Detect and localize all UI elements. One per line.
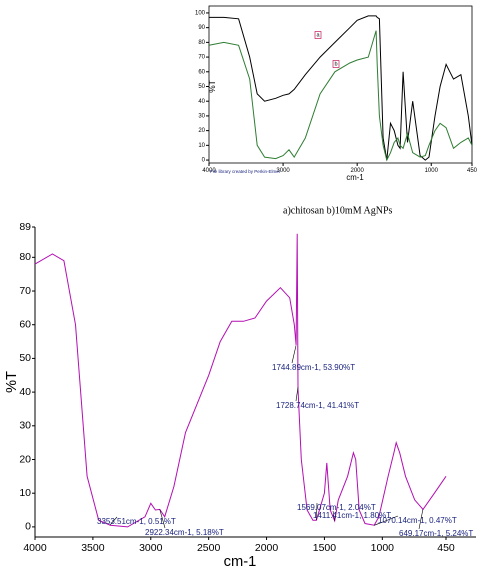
annotation-label: 2922.34cm-1, 5.18%T bbox=[145, 528, 224, 537]
spectrum-line bbox=[208, 30, 473, 162]
x-tick-label: 1000 bbox=[371, 542, 395, 554]
y-tick-label: 60 bbox=[198, 69, 205, 75]
annotation-label: 1070.14cm-1, 0.47%T bbox=[378, 516, 457, 525]
legend-box bbox=[332, 60, 340, 68]
legend-box bbox=[314, 31, 322, 39]
y-tick-label: 50 bbox=[198, 84, 205, 90]
annotation-leader bbox=[109, 516, 118, 526]
y-tick-label: 30 bbox=[198, 114, 205, 120]
y-tick-label: 60 bbox=[19, 318, 31, 330]
x-tick-label: 2500 bbox=[197, 542, 221, 554]
y-tick-label: 0 bbox=[202, 158, 206, 164]
plot-frame bbox=[208, 5, 473, 164]
y-tick-label: 80 bbox=[198, 40, 205, 46]
annotation-label: 649.17cm-1, 5.24%T bbox=[399, 529, 473, 538]
x-tick-label: 4000 bbox=[202, 168, 216, 174]
annotation-leader bbox=[332, 510, 335, 521]
footer: File library created by Perkin-Elmer bbox=[210, 169, 281, 174]
annotation-leader bbox=[159, 509, 166, 529]
legend-label: b bbox=[334, 61, 337, 67]
x-tick-label: 3500 bbox=[81, 542, 105, 554]
annotation-leader bbox=[418, 509, 424, 530]
y-tick-label: 0 bbox=[25, 521, 31, 533]
x-tick-label: 4000 bbox=[23, 542, 47, 554]
annotation-leader bbox=[291, 345, 297, 364]
x-tick-label: 450 bbox=[467, 168, 478, 174]
annotation-label: 1728.74cm-1, 41.41%T bbox=[276, 401, 359, 410]
y-tick-label: 70 bbox=[19, 285, 31, 297]
y-tick-label: 90 bbox=[198, 25, 205, 31]
y-tick-label: 20 bbox=[19, 453, 31, 465]
x-axis-label: cm-1 bbox=[224, 554, 257, 570]
caption: a)chitosan b)10mM AgNPs bbox=[283, 205, 393, 216]
y-tick-label: 10 bbox=[19, 487, 31, 499]
annotation-label: 1744.89cm-1, 53.90%T bbox=[272, 363, 355, 372]
x-tick-label: 2000 bbox=[350, 168, 364, 174]
y-tick-label: 70 bbox=[198, 55, 205, 61]
y-tick-label: 40 bbox=[198, 99, 205, 105]
y-axis-label: %T bbox=[4, 371, 20, 393]
x-axis-label: cm-1 bbox=[346, 173, 363, 182]
x-tick-label: 450 bbox=[437, 542, 455, 554]
y-tick-label: 20 bbox=[198, 128, 205, 134]
legend-label: a bbox=[316, 32, 320, 38]
y-tick-label: 89 bbox=[19, 221, 31, 233]
annotation-leader bbox=[374, 515, 399, 526]
x-tick-label: 2000 bbox=[255, 542, 279, 554]
y-tick-label: 30 bbox=[19, 420, 31, 432]
spectrum-line bbox=[34, 233, 447, 528]
annotation-leader bbox=[316, 502, 318, 521]
x-tick-label: 3000 bbox=[139, 542, 163, 554]
annotation-label: 3353.51cm-1, 0.51%T bbox=[97, 517, 176, 526]
annotation-label: 1411.41cm-1, 1.80%T bbox=[313, 511, 391, 520]
y-tick-label: 10 bbox=[198, 143, 205, 149]
spectrum-line bbox=[209, 15, 473, 161]
y-axis-label: %T bbox=[207, 80, 217, 93]
y-tick-label: 50 bbox=[19, 352, 31, 364]
x-tick-label: 3000 bbox=[276, 168, 290, 174]
annotation-label: 1569.07cm-1, 2.04%T bbox=[297, 503, 376, 512]
y-tick-label: 100 bbox=[195, 11, 206, 17]
x-tick-label: 1500 bbox=[313, 542, 337, 554]
x-tick-label: 1000 bbox=[425, 168, 439, 174]
y-tick-label: 40 bbox=[19, 386, 31, 398]
annotation-leader bbox=[295, 387, 299, 402]
y-tick-label: 80 bbox=[19, 251, 31, 263]
